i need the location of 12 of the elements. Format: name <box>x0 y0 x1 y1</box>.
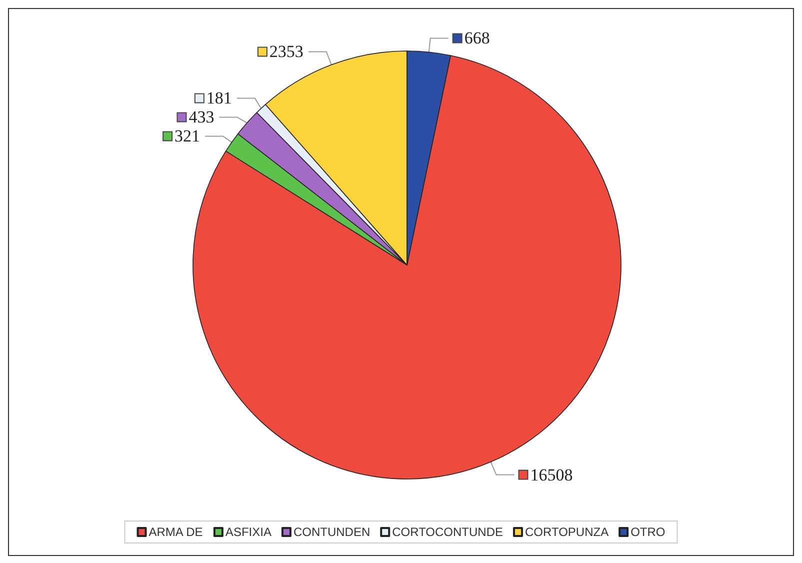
data-label: 181 <box>206 88 232 108</box>
legend-label: ARMA DE <box>148 525 203 539</box>
legend-label: CORTOPUNZA <box>525 525 609 539</box>
legend-label: ASFIXIA <box>225 525 272 539</box>
legend-label: CONTUNDEN <box>293 525 370 539</box>
data-label: 668 <box>464 28 490 48</box>
data-label: 16508 <box>530 465 573 484</box>
data-label: 321 <box>174 126 200 146</box>
legend-label: OTRO <box>630 525 666 539</box>
data-label: 433 <box>188 108 214 127</box>
legend-label: CORTOCONTUNDE <box>392 525 504 539</box>
data-label: 2353 <box>269 42 304 62</box>
